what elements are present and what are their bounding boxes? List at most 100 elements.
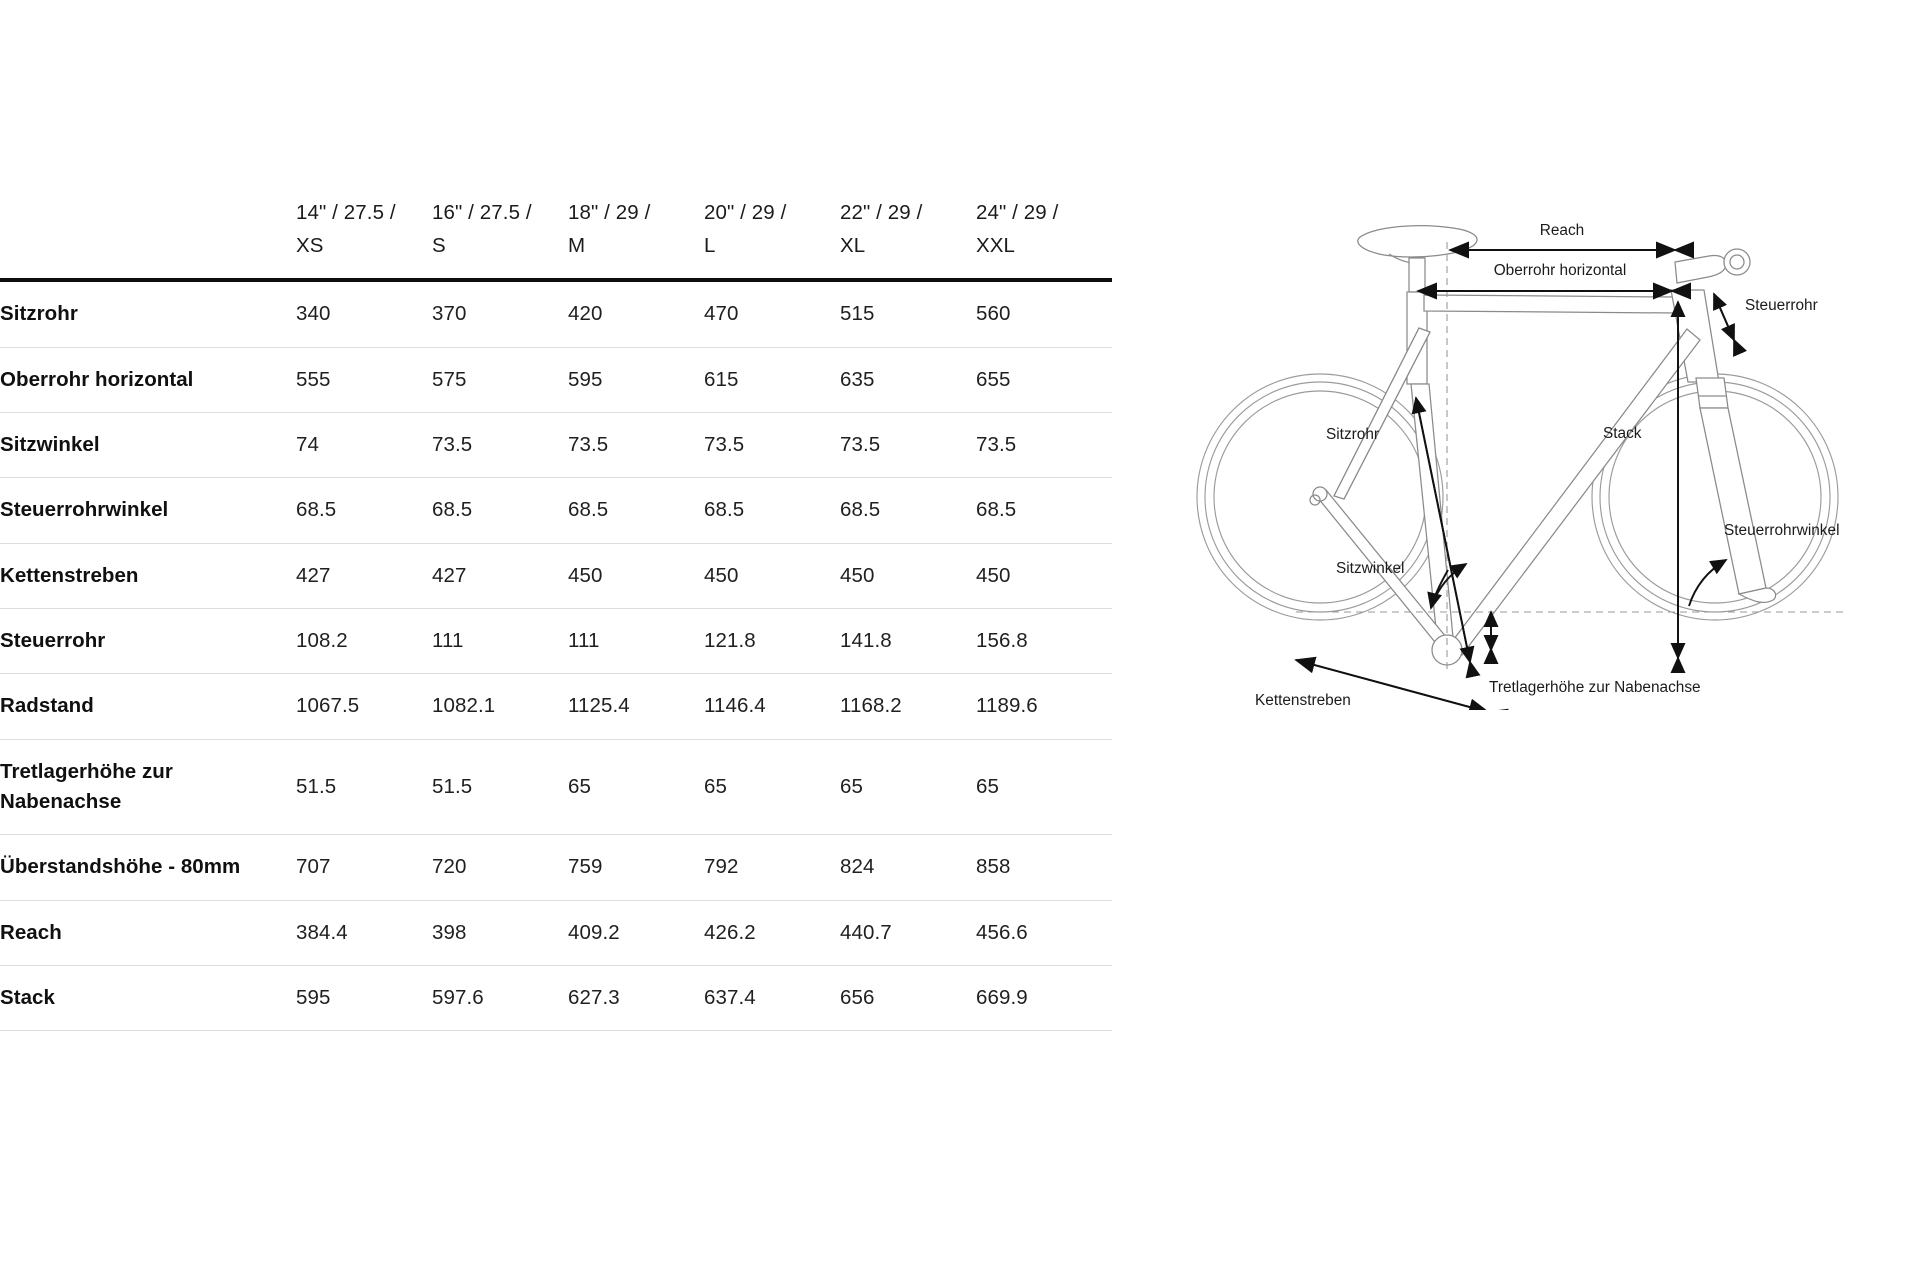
cell-value: 68.5 [976,477,1112,544]
dimension-kettenstreben: Kettenstreben [1255,656,1509,710]
size-spec-m: 18" / 29 / [568,201,651,224]
dimension-label-stack: Stack [1603,425,1642,442]
table-row: Überstandshöhe - 80mm 707 720 759 792 82… [0,834,1112,901]
cell-value: 65 [976,739,1112,836]
cell-value: 65 [704,739,840,836]
row-label: Stack [0,965,296,1032]
cell-value: 450 [568,543,704,610]
cell-value: 655 [976,347,1112,414]
table-row: Kettenstreben 427 427 450 450 450 450 [0,543,1112,610]
cell-value: 420 [568,280,704,348]
row-label: Steuerrohr [0,608,296,675]
row-label: Überstandshöhe - 80mm [0,834,296,901]
row-label: Sitzwinkel [0,412,296,479]
cell-value: 637.4 [704,965,840,1032]
header-cell-measure [0,196,296,280]
table-header: 14" / 27.5 / XS 16" / 27.5 / S 18" / 29 … [0,196,1112,281]
table-body: Sitzrohr 340 370 420 470 515 560 Oberroh… [0,280,1112,1032]
cell-value: 65 [840,739,976,836]
cell-value: 440.7 [840,900,976,967]
cell-value: 792 [704,834,840,901]
cell-value: 68.5 [840,477,976,544]
cell-value: 555 [296,347,432,414]
cell-value: 858 [976,834,1112,901]
cell-value: 427 [432,543,568,610]
cell-value: 68.5 [568,477,704,544]
cell-value: 73.5 [568,412,704,479]
cell-value: 426.2 [704,900,840,967]
cell-value: 111 [568,608,704,675]
table-row: Tretlagerhöhe zur Nabenachse 51.5 51.5 6… [0,739,1112,836]
cell-value: 1168.2 [840,673,976,740]
dimension-steuerrohrwinkel: Steuerrohrwinkel [1688,522,1839,607]
cell-value: 450 [704,543,840,610]
row-label: Sitzrohr [0,280,296,348]
size-spec-s: 16" / 27.5 / [432,201,532,224]
cell-value: 68.5 [432,477,568,544]
row-label: Radstand [0,673,296,740]
row-label: Tretlagerhöhe zur Nabenachse [0,739,296,836]
cell-value: 707 [296,834,432,901]
dimension-label-steuerrohr: Steuerrohr [1745,297,1818,314]
size-code-xs: XS [296,234,324,258]
cell-value: 595 [296,965,432,1032]
cell-value: 470 [704,280,840,348]
cell-value: 1146.4 [704,673,840,740]
header-cell-l: 20" / 29 / L [704,196,840,280]
size-code-s: S [432,234,446,258]
table-row: Stack 595 597.6 627.3 637.4 656 669.9 [0,965,1112,1032]
cell-value: 759 [568,834,704,901]
size-spec-xxl: 24" / 29 / [976,201,1059,224]
cell-value: 560 [976,280,1112,348]
dimension-sitzwinkel: Sitzwinkel [1336,560,1468,610]
cell-value: 340 [296,280,432,348]
cell-value: 595 [568,347,704,414]
cell-value: 409.2 [568,900,704,967]
dimension-label-oberrohr: Oberrohr horizontal [1494,262,1627,279]
header-row: 14" / 27.5 / XS 16" / 27.5 / S 18" / 29 … [0,196,1112,281]
cell-value: 1189.6 [976,673,1112,740]
dimension-label-reach: Reach [1540,222,1585,239]
cell-value: 73.5 [976,412,1112,479]
cell-value: 720 [432,834,568,901]
header-cell-s: 16" / 27.5 / S [432,196,568,280]
cell-value: 450 [976,543,1112,610]
cell-value: 51.5 [432,739,568,836]
cell-value: 427 [296,543,432,610]
dimension-sitzrohr: Sitzrohr [1326,396,1481,679]
header-cell-xs: 14" / 27.5 / XS [296,196,432,280]
cell-value: 65 [568,739,704,836]
cell-value: 575 [432,347,568,414]
cell-value: 656 [840,965,976,1032]
size-code-xxl: XXL [976,234,1016,258]
table-row: Radstand 1067.5 1082.1 1125.4 1146.4 116… [0,673,1112,740]
cell-value: 615 [704,347,840,414]
cell-value: 627.3 [568,965,704,1032]
cell-value: 450 [840,543,976,610]
size-code-xl: XL [840,234,866,258]
dimension-stack: Stack [1603,300,1686,674]
cell-value: 121.8 [704,608,840,675]
cell-value: 384.4 [296,900,432,967]
cell-value: 108.2 [296,608,432,675]
cell-value: 1082.1 [432,673,568,740]
header-cell-m: 18" / 29 / M [568,196,704,280]
size-spec-xs: 14" / 27.5 / [296,201,396,224]
table-row: Steuerrohr 108.2 111 111 121.8 141.8 156… [0,608,1112,675]
dimension-label-kettenstreben: Kettenstreben [1255,692,1351,709]
size-code-m: M [568,234,586,258]
dimension-label-sitzrohr: Sitzrohr [1326,426,1379,443]
cell-value: 398 [432,900,568,967]
cell-value: 156.8 [976,608,1112,675]
dimension-tretlagerhoehe: Tretlagerhöhe zur Nabenachse [1483,610,1701,696]
row-label: Reach [0,900,296,967]
geometry-table-container: 14" / 27.5 / XS 16" / 27.5 / S 18" / 29 … [0,196,1112,1032]
header-cell-xl: 22" / 29 / XL [840,196,976,280]
table-row: Steuerrohrwinkel 68.5 68.5 68.5 68.5 68.… [0,477,1112,544]
cell-value: 73.5 [840,412,976,479]
row-label: Steuerrohrwinkel [0,477,296,544]
cell-value: 515 [840,280,976,348]
cell-value: 370 [432,280,568,348]
cell-value: 597.6 [432,965,568,1032]
